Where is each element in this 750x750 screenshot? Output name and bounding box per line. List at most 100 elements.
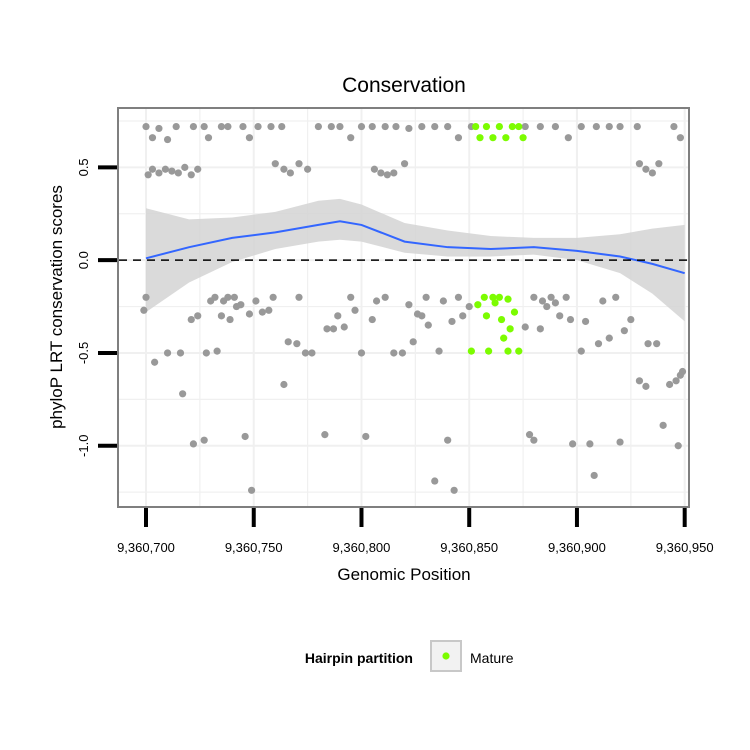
data-point (398, 349, 407, 357)
data-point (551, 299, 560, 307)
data-point (265, 306, 273, 314)
data-point (586, 440, 594, 448)
data-point (536, 122, 544, 131)
data-point (168, 167, 176, 175)
data-point (187, 171, 195, 179)
data-point (435, 347, 443, 355)
data-point (543, 302, 551, 311)
confidence-ribbon (146, 198, 685, 322)
data-point (444, 122, 452, 131)
data-point (155, 124, 163, 133)
data-point (659, 421, 667, 429)
data-point (612, 293, 620, 301)
data-point (547, 293, 555, 301)
x-tick-label: 9,360,700 (117, 540, 175, 555)
data-point (204, 134, 213, 142)
data-point (392, 122, 400, 131)
data-point (525, 431, 534, 439)
data-point-mature (515, 122, 523, 131)
data-point (454, 293, 463, 301)
data-point-mature (482, 122, 491, 131)
data-point (459, 312, 467, 320)
x-tick-label: 9,360,900 (548, 540, 606, 555)
data-point (616, 438, 624, 446)
data-point (239, 122, 247, 131)
data-point (151, 358, 159, 366)
data-point-mature (495, 122, 503, 131)
data-point (327, 122, 335, 131)
data-point (321, 431, 329, 439)
legend: Hairpin partition Mature (305, 640, 514, 672)
data-point (536, 325, 544, 333)
data-point (224, 293, 232, 301)
data-point (357, 122, 366, 131)
data-point (655, 160, 663, 168)
data-point (620, 327, 628, 335)
data-point (347, 134, 355, 142)
data-point (172, 122, 180, 131)
data-point (370, 165, 379, 173)
data-point (252, 297, 260, 305)
y-tick-label: -1.0 (76, 435, 91, 457)
data-point-mature (489, 293, 497, 301)
data-point (323, 325, 331, 333)
data-point (179, 390, 187, 398)
data-point (577, 347, 585, 355)
data-point (577, 122, 585, 131)
gridlines (119, 109, 688, 506)
x-tick-label: 9,360,750 (225, 540, 283, 555)
data-point (163, 349, 172, 357)
data-point-mature (506, 325, 514, 333)
data-point (224, 122, 232, 131)
data-point (372, 297, 381, 305)
data-point (642, 165, 650, 173)
data-point (213, 347, 221, 355)
data-point (562, 293, 570, 301)
data-point-mature (489, 134, 497, 142)
data-point (465, 302, 473, 311)
y-tick-label: -0.5 (76, 342, 91, 364)
data-point-mature (504, 347, 512, 355)
data-point (599, 297, 607, 305)
data-point (202, 349, 210, 357)
data-point (390, 349, 398, 357)
data-point-mature (467, 347, 475, 355)
data-point (226, 315, 234, 324)
data-point (635, 160, 644, 168)
data-point (278, 122, 286, 131)
data-point-mature (515, 347, 523, 355)
data-point (383, 171, 391, 179)
data-point (269, 293, 277, 301)
data-point (454, 134, 463, 142)
data-point (176, 349, 185, 357)
data-point (301, 349, 310, 357)
data-point (530, 436, 538, 444)
data-point (672, 377, 680, 385)
data-point-mature (482, 312, 491, 320)
data-point (181, 163, 189, 171)
data-point (200, 436, 208, 444)
data-point (566, 315, 575, 324)
data-point (189, 440, 198, 448)
data-point-mature (476, 134, 484, 142)
data-point (308, 349, 316, 357)
data-point (521, 323, 529, 331)
data-point (424, 321, 432, 329)
data-point (564, 134, 572, 142)
points-mature (467, 122, 527, 355)
data-point (362, 432, 370, 441)
data-point (245, 310, 254, 318)
data-point (648, 169, 656, 177)
points-other (140, 122, 687, 494)
data-point (155, 169, 163, 177)
data-point (635, 377, 644, 385)
x-tick-label: 9,360,950 (656, 540, 714, 555)
chart-title: Conservation (342, 74, 466, 97)
data-point (286, 169, 294, 177)
data-point (217, 122, 226, 131)
data-point (347, 293, 355, 301)
data-point (627, 315, 635, 324)
data-point (422, 293, 430, 301)
data-point (444, 436, 452, 444)
